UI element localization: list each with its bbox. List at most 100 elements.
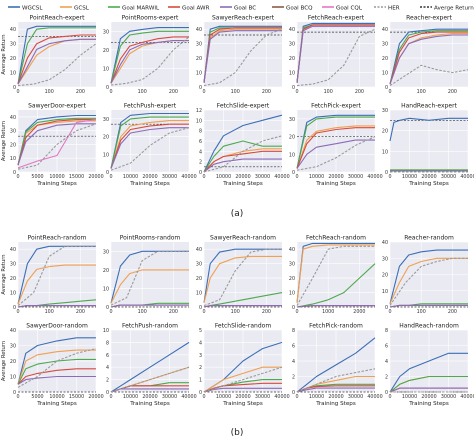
series-line — [296, 125, 375, 169]
x-tick-label: 0 — [16, 89, 19, 95]
subplot-title: PointRooms-expert — [122, 15, 179, 22]
x-tick-label: 100 — [417, 309, 426, 315]
x-tick-label: 0 — [202, 89, 205, 95]
y-tick-label: 10 — [10, 71, 16, 77]
y-tick-label: 8 — [292, 328, 295, 334]
y-tick-label: 20 — [382, 129, 388, 135]
x-tick-label: 5000 — [31, 394, 43, 400]
x-tick-label: 200 — [76, 309, 85, 315]
x-tick-label: 0 — [109, 394, 112, 400]
x-tick-label: 10000 — [49, 174, 64, 180]
plot-area — [18, 242, 96, 307]
y-tick-label: 4 — [106, 365, 109, 371]
x-tick-label: 200 — [262, 89, 271, 95]
series-line — [17, 123, 97, 170]
y-tick-label: 30 — [10, 344, 16, 350]
y-tick-label: 0 — [385, 390, 388, 396]
legend-entry: Goal MARWIL — [108, 6, 160, 12]
x-tick-label: 40000 — [274, 394, 289, 400]
y-tick-label: 10 — [289, 71, 295, 77]
y-tick-label: 30 — [103, 117, 109, 123]
series-line — [17, 43, 97, 87]
y-tick-label: 20 — [10, 276, 16, 282]
series-line — [17, 119, 97, 169]
x-tick-label: 40000 — [367, 174, 382, 180]
x-tick-label: 20000 — [235, 394, 250, 400]
y-tick-label: 30 — [289, 42, 295, 48]
series-line — [203, 114, 283, 173]
series-line — [203, 140, 282, 173]
y-tick-label: 30 — [289, 262, 295, 268]
y-tick-label: 8 — [106, 340, 109, 346]
subplot: 0 10 20 30 0 100 200 PointRooms-random — [103, 235, 189, 315]
legend-label: Goal CQL — [336, 6, 363, 12]
series-line — [296, 127, 375, 169]
series-line — [110, 250, 189, 304]
x-tick-label: 0 — [388, 174, 391, 180]
y-tick-label: 0 — [385, 305, 388, 311]
y-tick-label: 40 — [382, 240, 388, 246]
series-line — [296, 24, 375, 83]
subplot-title: HandReach-random — [399, 323, 459, 330]
x-tick-label: 1000 — [322, 309, 334, 315]
y-tick-label: 10 — [382, 71, 388, 77]
legend-label: Averge Return of Dataset — [434, 6, 474, 12]
legend-label: Goal BC — [234, 6, 256, 12]
x-axis-label: Training Steps — [36, 401, 77, 407]
y-tick-label: 10 — [10, 375, 16, 381]
x-tick-label: 100 — [45, 89, 54, 95]
y-tick-label: 40 — [289, 247, 295, 253]
y-tick-label: 40 — [10, 115, 16, 121]
x-tick-label: 10000 — [123, 174, 138, 180]
x-tick-label: 0 — [109, 89, 112, 95]
x-tick-label: 40000 — [181, 394, 196, 400]
x-tick-label: 20000 — [142, 394, 157, 400]
series-line — [17, 34, 96, 85]
caption-b: (b) — [231, 428, 244, 438]
x-tick-label: 0 — [16, 394, 19, 400]
x-tick-label: 200 — [76, 89, 85, 95]
y-tick-label: 0 — [106, 170, 109, 176]
legend-label: Goal AWR — [182, 6, 210, 12]
y-tick-label: 0 — [106, 390, 109, 396]
x-tick-label: 20000 — [328, 394, 343, 400]
y-tick-label: 20 — [382, 273, 388, 279]
series-line — [17, 264, 96, 305]
y-tick-label: 0 — [292, 305, 295, 311]
x-tick-label: 200 — [448, 309, 457, 315]
series-line — [110, 127, 190, 171]
series-line — [389, 64, 469, 87]
legend-label: Goal MARWIL — [122, 6, 160, 12]
subplot-title: FetchSlide-expert — [217, 103, 270, 110]
subplot: 0 10 20 30 40 0 100 200 FetchReach-expert — [289, 15, 376, 95]
x-axis-label: Training Steps — [408, 401, 449, 407]
subplot: 0 2 4 6 8 10 12 0 10000 20000 30000 40000 FetchSlide… — [196, 103, 290, 188]
y-tick-label: 10 — [103, 66, 109, 72]
x-tick-label: 10000 — [402, 174, 417, 180]
subplot: 0 10 20 30 0 10000 20000 30000 40000 FetchPush-ex… — [103, 103, 197, 188]
y-tick-label: 0 — [199, 170, 202, 176]
x-tick-label: 10000 — [123, 394, 138, 400]
y-tick-label: 0 — [292, 85, 295, 91]
series-line — [110, 269, 189, 304]
x-axis-label: Training Steps — [36, 181, 77, 187]
caption-a: (a) — [231, 209, 244, 219]
series-line — [17, 368, 96, 385]
y-tick-label: 20 — [196, 276, 202, 282]
y-tick-label: 8 — [385, 328, 388, 334]
x-tick-label: 100 — [231, 309, 240, 315]
y-tick-label: 20 — [289, 56, 295, 62]
series-line — [17, 38, 96, 85]
y-tick-label: 40 — [10, 247, 16, 253]
series-line — [389, 34, 468, 85]
y-tick-label: 10 — [382, 149, 388, 155]
series-line — [389, 30, 468, 85]
x-tick-label: 15000 — [69, 174, 84, 180]
x-tick-label: 0 — [388, 309, 391, 315]
series-line — [110, 127, 189, 169]
subplot-title: PointReach-expert — [30, 15, 86, 22]
subplot-title: PointReach-random — [28, 235, 87, 242]
y-tick-label: 10 — [103, 152, 109, 158]
y-tick-label: 40 — [196, 247, 202, 253]
